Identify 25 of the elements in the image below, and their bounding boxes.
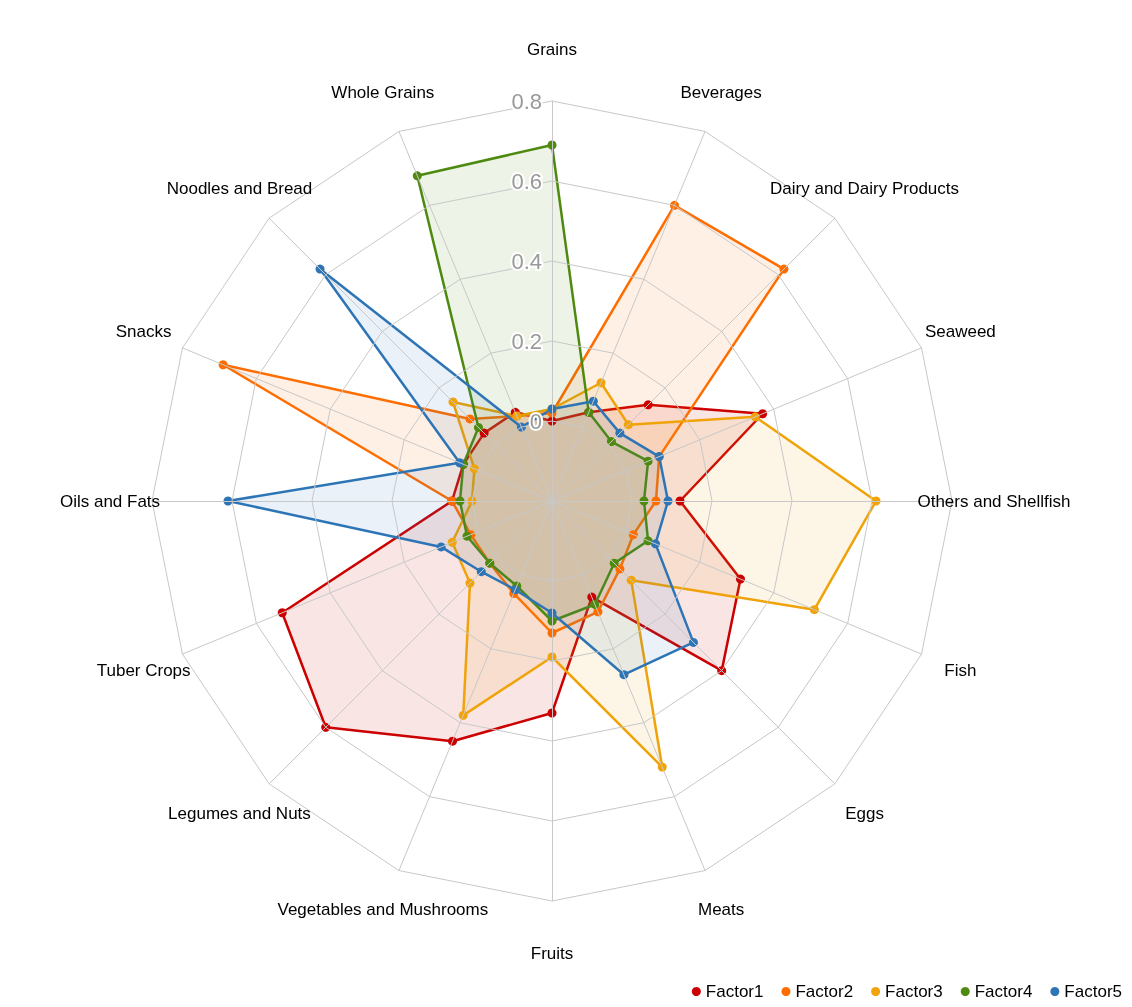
spoke-label: Tuber Crops [96,660,191,680]
legend-label: Factor4 [974,982,1033,1001]
spoke-label: Others and Shellfish [917,491,1071,511]
spoke-label: Meats [698,899,745,919]
spoke-label: Noodles and Bread [166,178,313,198]
legend-label: Factor2 [795,982,854,1001]
spoke-label: Beverages [680,83,762,103]
spoke-label: Whole Grains [331,83,435,103]
spoke-label: Eggs [845,804,884,824]
spoke-label: Dairy and Dairy Products [770,178,960,198]
spoke-label: Vegetables and Mushrooms [277,899,489,919]
spoke-label: Fruits [530,943,574,963]
spoke-label: Fish [944,660,977,680]
legend-label: Factor3 [885,982,943,1001]
spoke-label: Snacks [115,322,172,342]
spoke-label: Oils and Fats [59,491,161,511]
legend-label: Factor5 [1064,982,1123,1001]
y-tick-label: 0.8 [511,88,542,114]
y-tick-label: 0.6 [511,168,542,194]
y-tick-label: 0.4 [511,248,542,274]
y-tick-label: 0.2 [511,328,542,354]
spoke-label: Legumes and Nuts [168,804,311,824]
legend-label: Factor1 [705,982,764,1001]
spoke-label: Seaweed [924,322,996,342]
spoke-label: Grains [526,39,578,59]
